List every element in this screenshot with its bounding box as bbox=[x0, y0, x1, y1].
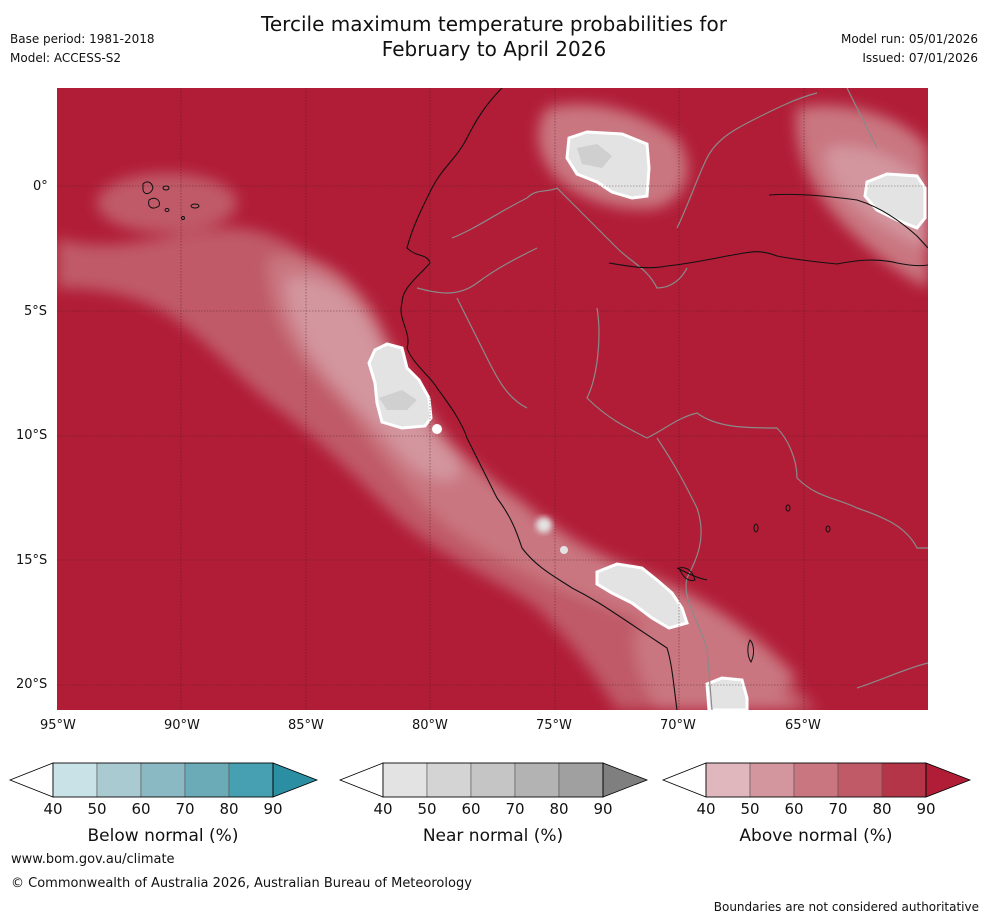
country-boundaries bbox=[416, 88, 928, 710]
colorbar-tick-label: 40 bbox=[696, 800, 716, 818]
colorbar-segment bbox=[558, 762, 604, 798]
coastline bbox=[400, 88, 928, 710]
near-normal-regions bbox=[367, 130, 927, 710]
probability-map bbox=[57, 88, 928, 710]
copyright: © Commonwealth of Australia 2026, Austra… bbox=[11, 876, 472, 891]
colorbar-extend-high bbox=[602, 762, 649, 798]
colorbar-below-normal bbox=[8, 762, 319, 798]
map-title: Tercile maximum temperature probabilitie… bbox=[0, 12, 988, 62]
colorbar-outline bbox=[52, 762, 274, 798]
lon-label: 80°W bbox=[412, 718, 448, 733]
colorbar-outline bbox=[705, 762, 927, 798]
title-line-2: February to April 2026 bbox=[381, 37, 607, 61]
colorbar-tick-label: 70 bbox=[505, 800, 525, 818]
galapagos-islands bbox=[142, 181, 200, 220]
lakes bbox=[678, 504, 831, 663]
legend-title-above: Above normal (%) bbox=[739, 826, 893, 846]
graticule bbox=[57, 88, 928, 710]
colorbar-tick-label: 60 bbox=[131, 800, 151, 818]
lat-label: 15°S bbox=[16, 553, 48, 568]
lon-label: 85°W bbox=[288, 718, 324, 733]
lon-label: 95°W bbox=[40, 718, 76, 733]
lon-label: 70°W bbox=[660, 718, 696, 733]
colorbar-tick-label: 60 bbox=[784, 800, 804, 818]
colorbar-segment bbox=[228, 762, 274, 798]
colorbar-segment bbox=[514, 762, 560, 798]
lat-label: 5°S bbox=[24, 304, 48, 319]
colorbar-tick-label: 50 bbox=[417, 800, 437, 818]
colorbar-segment bbox=[793, 762, 839, 798]
colorbar-segment bbox=[470, 762, 516, 798]
legend-title-near: Near normal (%) bbox=[422, 826, 564, 846]
colorbar-tick-label: 40 bbox=[373, 800, 393, 818]
disclaimer: Boundaries are not considered authoritat… bbox=[713, 900, 979, 914]
lon-label: 75°W bbox=[536, 718, 572, 733]
colorbar-tick-label: 90 bbox=[263, 800, 283, 818]
colorbar-segment bbox=[837, 762, 883, 798]
model-name: Model: ACCESS-S2 bbox=[10, 51, 122, 65]
colorbar-extend-low bbox=[338, 762, 384, 798]
colorbar-tick-label: 90 bbox=[916, 800, 936, 818]
colorbar-tick-label: 80 bbox=[219, 800, 239, 818]
colorbar-tick-label: 70 bbox=[175, 800, 195, 818]
colorbar-extend-high bbox=[272, 762, 319, 798]
colorbar-extend-low bbox=[8, 762, 54, 798]
lat-label: 0° bbox=[33, 179, 48, 194]
colorbar-segment bbox=[426, 762, 472, 798]
legend-title-below: Below normal (%) bbox=[87, 826, 239, 846]
colorbar-tick-label: 80 bbox=[872, 800, 892, 818]
website-link[interactable]: www.bom.gov.au/climate bbox=[11, 852, 175, 867]
colorbar-tick-label: 50 bbox=[740, 800, 760, 818]
base-period: Base period: 1981-2018 bbox=[10, 32, 155, 46]
colorbar-tick-label: 70 bbox=[828, 800, 848, 818]
lon-label: 65°W bbox=[785, 718, 821, 733]
issued-date: Issued: 07/01/2026 bbox=[862, 51, 978, 65]
colorbar-segment bbox=[382, 762, 428, 798]
colorbar-segment bbox=[749, 762, 795, 798]
colorbar-above-normal bbox=[661, 762, 972, 798]
colorbar-segment bbox=[184, 762, 230, 798]
colorbar-segment bbox=[52, 762, 98, 798]
lat-label: 10°S bbox=[16, 428, 48, 443]
colorbar-tick-label: 90 bbox=[593, 800, 613, 818]
colorbar-extend-high bbox=[925, 762, 972, 798]
colorbar-segment bbox=[140, 762, 186, 798]
colorbar-tick-label: 80 bbox=[549, 800, 569, 818]
colorbar-segment bbox=[881, 762, 927, 798]
colorbar-extend-low bbox=[661, 762, 707, 798]
colorbar-near-normal bbox=[338, 762, 649, 798]
colorbar-tick-label: 50 bbox=[87, 800, 107, 818]
title-line-1: Tercile maximum temperature probabilitie… bbox=[261, 12, 727, 36]
colorbar-segment bbox=[96, 762, 142, 798]
colorbar-segment bbox=[705, 762, 751, 798]
model-run: Model run: 05/01/2026 bbox=[840, 32, 978, 46]
lon-label: 90°W bbox=[164, 718, 200, 733]
colorbar-tick-label: 40 bbox=[43, 800, 63, 818]
colorbar-outline bbox=[382, 762, 604, 798]
lat-label: 20°S bbox=[16, 677, 48, 692]
colorbar-tick-label: 60 bbox=[461, 800, 481, 818]
